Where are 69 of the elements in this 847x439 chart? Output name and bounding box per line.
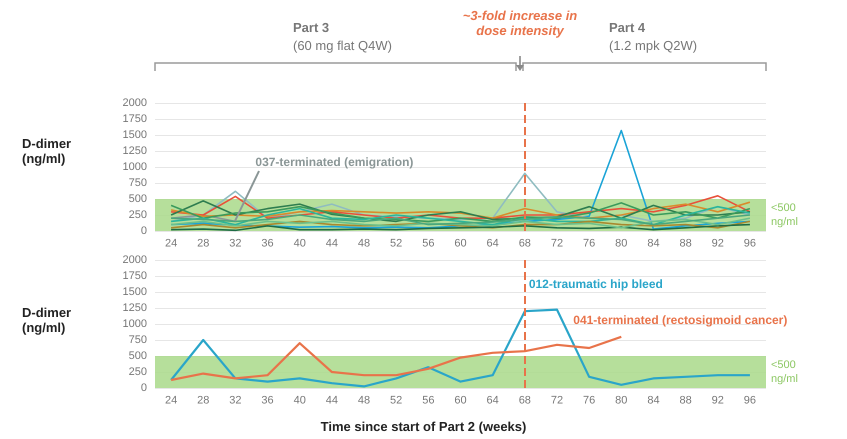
y-axis-title: D-dimer (ng/ml) xyxy=(22,305,72,335)
x-tick-label: 56 xyxy=(422,394,434,406)
y-tick-label: 750 xyxy=(128,334,147,346)
x-tick-label: 60 xyxy=(454,238,467,250)
x-tick-label: 24 xyxy=(164,238,178,250)
x-tick-label: 88 xyxy=(679,238,692,250)
x-tick-label: 52 xyxy=(390,238,402,250)
x-tick-label: 80 xyxy=(615,394,628,406)
band-label: <500 ng/ml xyxy=(771,202,799,228)
y-tick-label: 500 xyxy=(128,350,147,362)
y-tick-label: 1250 xyxy=(122,302,147,314)
x-tick-label: 80 xyxy=(615,238,628,250)
y-tick-label: 0 xyxy=(140,382,147,394)
y-tick-label: 500 xyxy=(128,193,147,205)
y-axis-title: D-dimer (ng/ml) xyxy=(22,136,72,166)
x-tick-label: 28 xyxy=(197,394,210,406)
x-tick-label: 40 xyxy=(294,238,306,250)
y-tick-label: 1500 xyxy=(122,286,147,298)
x-tick-label: 28 xyxy=(197,238,210,250)
x-tick-label: 52 xyxy=(390,394,402,406)
x-tick-label: 40 xyxy=(294,394,306,406)
y-tick-label: 2000 xyxy=(122,254,147,266)
x-tick-label: 68 xyxy=(518,394,531,406)
y-tick-label: 250 xyxy=(128,209,147,221)
y-tick-label: 1750 xyxy=(122,113,147,125)
x-tick-label: 36 xyxy=(261,238,274,250)
x-tick-label: 48 xyxy=(358,394,370,406)
text: (60 mg flat Q4W) xyxy=(293,38,392,53)
x-tick-label: 56 xyxy=(422,238,434,250)
x-tick-label: 32 xyxy=(229,394,242,406)
text: (1.2 mpk Q2W) xyxy=(609,38,698,53)
y-tick-label: 1500 xyxy=(122,129,147,141)
y-tick-label: 250 xyxy=(128,366,147,378)
y-tick-label: 2000 xyxy=(122,97,147,109)
text: Part 3 xyxy=(293,20,330,35)
y-tick-label: 1000 xyxy=(122,318,147,330)
x-tick-label: 64 xyxy=(486,394,499,406)
annotation: 012-traumatic hip bleed xyxy=(528,277,663,292)
x-tick-label: 72 xyxy=(550,238,564,250)
y-tick-label: 1250 xyxy=(122,145,147,157)
text: Part 4 xyxy=(609,20,646,35)
band-label: <500 ng/ml xyxy=(771,359,799,385)
x-tick-label: 96 xyxy=(744,238,756,250)
y-tick-label: 0 xyxy=(140,225,147,237)
text: ~3-fold increase in dose intensity xyxy=(462,8,578,38)
x-tick-label: 88 xyxy=(679,394,692,406)
x-tick-label: 36 xyxy=(261,394,274,406)
x-tick-label: 92 xyxy=(712,238,724,250)
x-tick-label: 44 xyxy=(326,394,338,406)
x-tick-label: 64 xyxy=(486,238,499,250)
x-tick-label: 76 xyxy=(583,394,596,406)
x-tick-label: 68 xyxy=(518,238,531,250)
y-tick-label: 1750 xyxy=(122,270,147,282)
x-tick-label: 76 xyxy=(583,238,596,250)
annotation: 037-terminated (emigration) xyxy=(255,155,414,170)
x-tick-label: 24 xyxy=(164,394,178,406)
x-axis-title: Time since start of Part 2 (weeks) xyxy=(320,419,528,434)
x-tick-label: 48 xyxy=(358,238,370,250)
x-tick-label: 32 xyxy=(229,238,242,250)
x-tick-label: 84 xyxy=(647,238,660,250)
y-tick-label: 1000 xyxy=(122,161,147,173)
annotation: 041-terminated (rectosigmoid cancer) xyxy=(573,312,788,327)
x-tick-label: 44 xyxy=(326,238,338,250)
x-tick-label: 60 xyxy=(454,394,467,406)
x-tick-label: 96 xyxy=(744,394,756,406)
y-tick-label: 750 xyxy=(128,177,147,189)
x-tick-label: 84 xyxy=(647,394,660,406)
x-tick-label: 92 xyxy=(712,394,724,406)
x-tick-label: 72 xyxy=(550,394,564,406)
